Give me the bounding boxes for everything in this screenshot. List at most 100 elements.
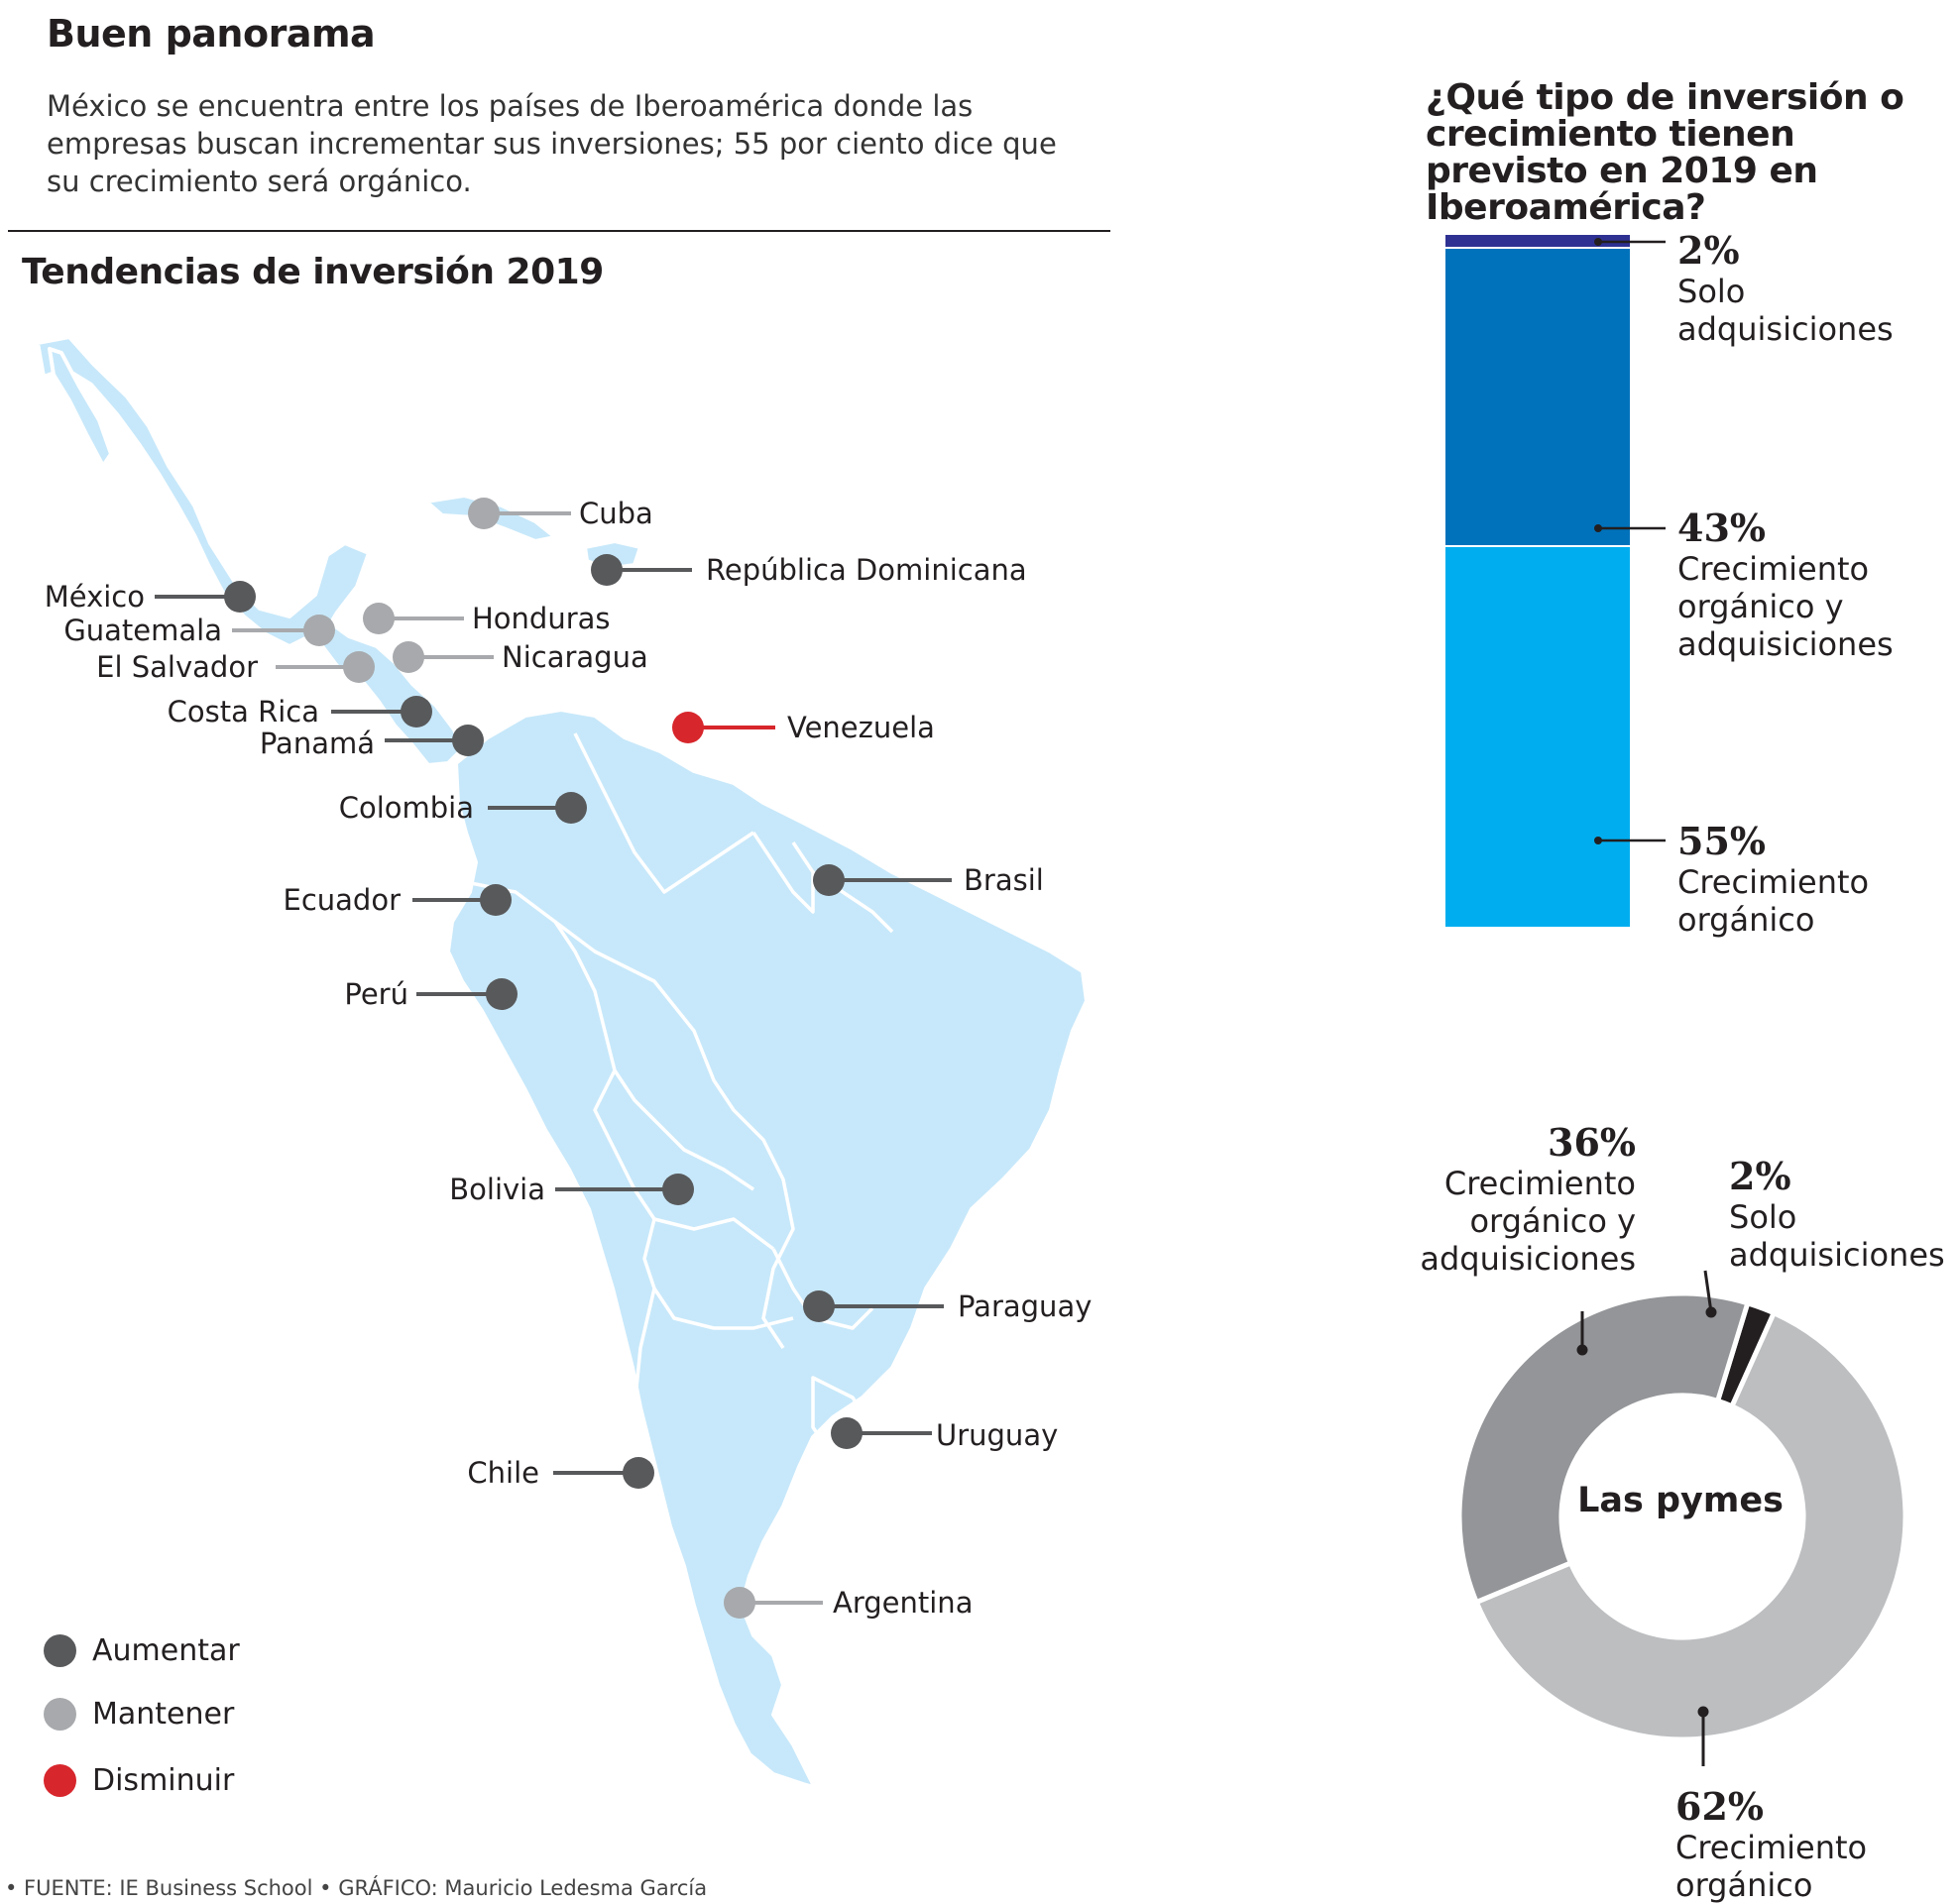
- country-label: Bolivia: [449, 1173, 545, 1206]
- stacked-bar-chart: [1445, 235, 1666, 927]
- pie-caption: Crecimiento orgánico: [1675, 1829, 1868, 1904]
- legend-item-mantener: Mantener: [44, 1694, 234, 1734]
- source-credit: • FUENTE: IE Business School • GRÁFICO: …: [5, 1876, 708, 1900]
- marker-peru: Perú: [344, 977, 518, 1011]
- country-label: México: [45, 580, 145, 614]
- bar-leader-dot: [1594, 238, 1602, 246]
- country-label: Honduras: [472, 602, 611, 635]
- marker-dot: [468, 498, 500, 529]
- map-markers: Cuba República Dominicana México Guatema…: [45, 497, 1093, 1620]
- country-label: Argentina: [833, 1586, 973, 1620]
- marker-guatemala: Guatemala: [63, 614, 335, 647]
- marker-bolivia: Bolivia: [449, 1173, 694, 1206]
- pie-label-36: 36% Crecimiento orgánico y adquisiciones: [1382, 1120, 1636, 1278]
- country-label: Chile: [467, 1456, 539, 1490]
- marker-nicaragua: Nicaragua: [393, 640, 648, 674]
- leader-dot-36: [1576, 1344, 1588, 1356]
- south-america-shape: [446, 708, 1089, 1794]
- marker-dot: [393, 641, 424, 673]
- pie-slice: [1473, 1309, 1908, 1742]
- marker-argentina: Argentina: [724, 1586, 973, 1620]
- marker-dot: [672, 712, 704, 743]
- pie-slice: [1456, 1290, 1751, 1606]
- bar-label-0: 2% Solo adquisiciones: [1677, 228, 1915, 348]
- legend-item-disminuir: Disminuir: [44, 1760, 234, 1800]
- country-label: Ecuador: [284, 883, 402, 917]
- bar-pct: 2%: [1677, 228, 1740, 273]
- marker-honduras: Honduras: [363, 602, 611, 635]
- marker-dot: [363, 603, 395, 634]
- divider: [8, 230, 1110, 232]
- bar-label-1: 43% Crecimiento orgánico y adquisiciones: [1677, 505, 1915, 663]
- marker-costa-rica: Costa Rica: [168, 695, 432, 728]
- marker-dot: [303, 615, 335, 646]
- marker-dot: [480, 884, 512, 916]
- bar-caption: Solo adquisiciones: [1677, 273, 1894, 348]
- marker-republica-dominicana: República Dominicana: [591, 553, 1027, 587]
- bar-chart-title: ¿Qué tipo de inversión o crecimiento tie…: [1426, 77, 1904, 228]
- legend-label: Mantener: [92, 1696, 235, 1732]
- bar-segment: [1445, 249, 1630, 545]
- pie-leaders: [1576, 1270, 1717, 1766]
- leader-dot-62: [1697, 1706, 1709, 1718]
- marker-el-salvador: El Salvador: [96, 650, 375, 684]
- country-label: Brasil: [964, 863, 1044, 897]
- marker-dot: [724, 1587, 755, 1619]
- pie-caption: Solo adquisiciones: [1729, 1198, 1945, 1274]
- pie-label-62: 62% Crecimiento orgánico: [1675, 1784, 1959, 1904]
- country-label: Panamá: [260, 727, 375, 760]
- marker-cuba: Cuba: [468, 497, 653, 530]
- intro-text: México se encuentra entre los países de …: [47, 89, 1057, 198]
- latin-america-map: Cuba República Dominicana México Guatema…: [36, 335, 1093, 1794]
- marker-uruguay: Uruguay: [831, 1417, 1058, 1452]
- legend-dot: [44, 1697, 76, 1731]
- country-label: El Salvador: [96, 650, 258, 684]
- legend-dot: [44, 1763, 76, 1797]
- country-label: Nicaragua: [502, 640, 648, 674]
- marker-dot: [831, 1417, 863, 1449]
- pie-label-2: 2% Solo adquisiciones: [1729, 1154, 1957, 1274]
- bar-pct: 55%: [1677, 819, 1766, 863]
- legend-item-aumentar: Aumentar: [44, 1630, 240, 1670]
- bar-segment: [1445, 547, 1630, 927]
- marker-dot: [452, 725, 484, 756]
- marker-venezuela: Venezuela: [672, 711, 935, 744]
- marker-dot: [555, 792, 587, 824]
- marker-chile: Chile: [467, 1456, 654, 1490]
- bar-segment: [1445, 235, 1630, 247]
- borders: [465, 732, 894, 1755]
- country-label: Uruguay: [936, 1418, 1058, 1452]
- marker-dot: [591, 554, 623, 586]
- donut-center-label: Las pymes: [1577, 1481, 1784, 1520]
- marker-colombia: Colombia: [339, 791, 587, 825]
- marker-dot: [343, 651, 375, 683]
- marker-panama: Panamá: [260, 725, 484, 760]
- bar-caption: Crecimiento orgánico y adquisiciones: [1677, 550, 1894, 663]
- country-label: Costa Rica: [168, 695, 319, 728]
- country-label: Cuba: [579, 497, 653, 530]
- donut-chart: [1456, 1270, 1908, 1766]
- marker-brasil: Brasil: [813, 863, 1044, 897]
- country-label: Colombia: [339, 791, 474, 825]
- map-title: Tendencias de inversión 2019: [22, 252, 604, 292]
- legend-label: Aumentar: [92, 1632, 240, 1668]
- baja-california-shape: [48, 347, 113, 468]
- marker-dot: [623, 1457, 654, 1489]
- marker-dot: [803, 1290, 835, 1322]
- bar-segments: [1445, 235, 1630, 927]
- pie-pct: 36%: [1548, 1120, 1636, 1165]
- country-label: Perú: [344, 977, 408, 1011]
- bar-leader-dot: [1594, 524, 1602, 532]
- pie-caption: Crecimiento orgánico y adquisiciones: [1420, 1165, 1636, 1278]
- leader-line-2: [1703, 1270, 1713, 1313]
- marker-dot: [224, 581, 256, 613]
- bar-caption: Crecimiento orgánico: [1677, 863, 1870, 939]
- marker-dot: [401, 696, 432, 728]
- legend-label: Disminuir: [92, 1762, 235, 1798]
- marker-mexico: México: [45, 580, 256, 614]
- marker-paraguay: Paraguay: [803, 1289, 1092, 1323]
- legend-dot: [44, 1633, 76, 1667]
- leader-dot-2: [1705, 1306, 1717, 1318]
- country-label: Guatemala: [63, 614, 222, 647]
- marker-dot: [813, 864, 845, 896]
